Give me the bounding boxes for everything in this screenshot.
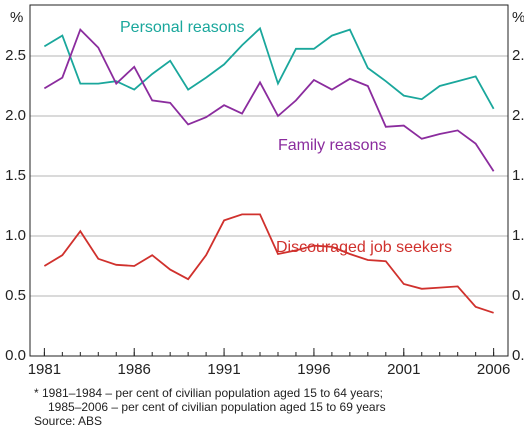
x-tick-label: 2001: [387, 361, 420, 378]
series-line: [43, 213, 494, 314]
y-tick-label: 0.5: [5, 287, 26, 304]
y-tick-label-right: 1.0: [512, 227, 524, 244]
plot-frame: [29, 4, 509, 357]
y-tick-label-right: 1.5: [512, 167, 524, 184]
x-tick-label: 1991: [207, 361, 240, 378]
series-label: Family reasons: [278, 137, 386, 154]
series-line: [43, 27, 495, 172]
y-tick-label: 2.5: [5, 47, 26, 64]
series-label: Discouraged job seekers: [276, 239, 452, 256]
y-tick-label: 0.0: [5, 347, 26, 364]
footnote: * 1981–1984 – per cent of civilian popul…: [34, 386, 383, 400]
y-tick-label: 1.5: [5, 167, 26, 184]
series-line: [43, 26, 495, 110]
y-axis-label-right: %: [512, 9, 524, 26]
x-tick-label: 1996: [297, 361, 330, 378]
y-tick-label: 2.0: [5, 107, 26, 124]
y-axis-label: %: [10, 9, 23, 26]
x-tick-label: 1981: [28, 361, 61, 378]
x-tick-label: 1986: [118, 361, 151, 378]
y-tick-label-right: 0.0: [512, 347, 524, 364]
footnote: 1985–2006 – per cent of civilian populat…: [48, 400, 386, 414]
series-label: Personal reasons: [120, 19, 245, 36]
y-tick-label-right: 0.5: [512, 287, 524, 304]
y-tick-label-right: 2.5: [512, 47, 524, 64]
y-tick-label-right: 2.0: [512, 107, 524, 124]
y-tick-label: 1.0: [5, 227, 26, 244]
footnote: Source: ABS: [34, 414, 102, 428]
x-tick-label: 2006: [477, 361, 510, 378]
